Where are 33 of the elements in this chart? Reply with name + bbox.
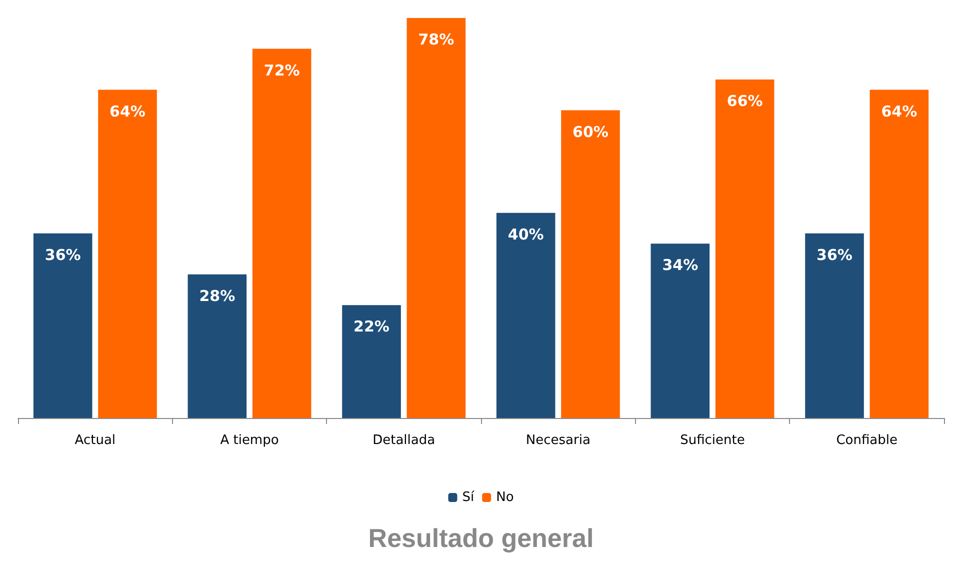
data-label: 34% [662, 256, 698, 274]
bar [715, 80, 774, 418]
bar [561, 110, 620, 418]
x-tick-label: Detallada [372, 433, 436, 448]
legend-label: No [496, 490, 514, 505]
data-label: 72% [264, 61, 300, 80]
data-label: 64% [110, 102, 146, 120]
data-label: 64% [881, 102, 918, 120]
data-label: 78% [418, 30, 454, 48]
bar [252, 48, 312, 418]
bar [650, 244, 710, 418]
bar [496, 212, 556, 418]
bar [805, 233, 864, 418]
x-tick-label: Necesaria [526, 433, 590, 448]
bar [188, 274, 247, 418]
bar [406, 18, 466, 418]
x-tick-label: Suficiente [680, 433, 745, 448]
data-label: 22% [354, 318, 390, 336]
text: Resultado general [368, 523, 594, 553]
data-label: 36% [44, 246, 81, 264]
x-tick-label: Confiable [836, 433, 898, 448]
data-label: 36% [816, 246, 852, 264]
x-tick-label: Actual [74, 433, 116, 448]
data-label: 60% [572, 122, 608, 141]
legend-label: Sí [462, 490, 474, 505]
data-label: 66% [726, 92, 763, 110]
bar [33, 233, 92, 418]
data-label: 40% [508, 225, 544, 244]
data-label: 28% [199, 286, 236, 305]
bar [342, 305, 401, 418]
bar [98, 90, 157, 418]
x-tick-label: A tiempo [220, 433, 279, 448]
bar [870, 90, 929, 418]
